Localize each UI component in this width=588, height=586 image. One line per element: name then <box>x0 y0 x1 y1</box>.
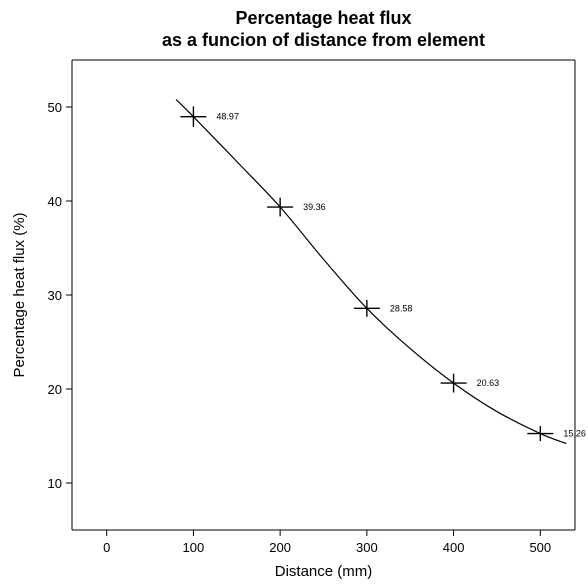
chart-title-line2: as a funcion of distance from element <box>162 30 485 50</box>
y-tick-label: 50 <box>48 100 62 115</box>
x-axis-label: Distance (mm) <box>275 563 373 580</box>
y-tick-label: 10 <box>48 476 62 491</box>
data-point-label: 48.97 <box>216 112 239 122</box>
x-tick-label: 0 <box>103 540 110 555</box>
x-tick-label: 500 <box>529 540 551 555</box>
x-tick-label: 400 <box>443 540 465 555</box>
y-tick-label: 40 <box>48 194 62 209</box>
y-axis-label: Percentage heat flux (%) <box>11 212 28 377</box>
y-tick-label: 20 <box>48 382 62 397</box>
x-tick-label: 200 <box>269 540 291 555</box>
data-point-label: 20.63 <box>477 378 500 388</box>
y-tick-label: 30 <box>48 288 62 303</box>
data-point-label: 28.58 <box>390 303 413 313</box>
x-tick-label: 100 <box>183 540 205 555</box>
chart-title-line1: Percentage heat flux <box>235 8 411 28</box>
data-point-label: 39.36 <box>303 202 326 212</box>
data-point-label: 15.26 <box>563 429 586 439</box>
heat-flux-chart: 0 100 200 300 400 500 10 20 30 40 50 Percentage hea… <box>0 0 588 586</box>
x-tick-label: 300 <box>356 540 378 555</box>
chart-svg: 0 100 200 300 400 500 10 20 30 40 50 Percentage hea… <box>0 0 588 586</box>
